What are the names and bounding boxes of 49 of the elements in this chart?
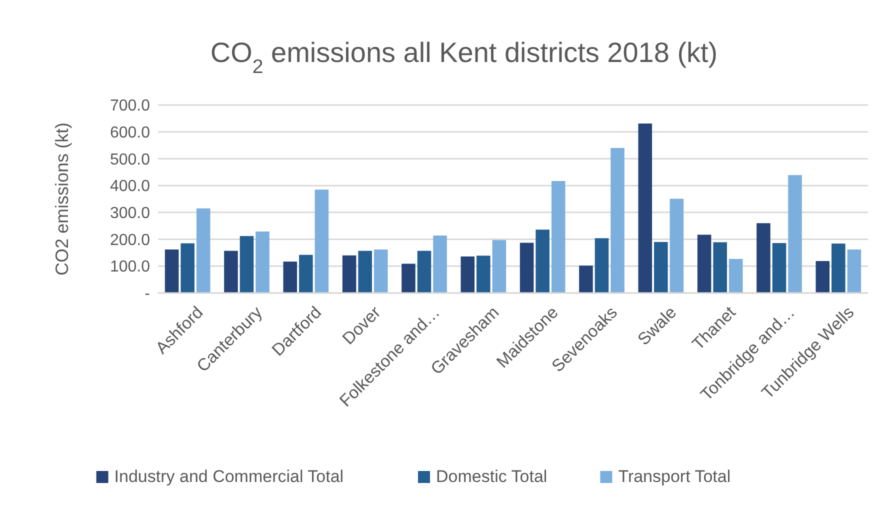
bar [240,236,254,293]
y-tick-label: 700.0 [110,98,150,115]
bar [417,250,432,293]
bar [772,243,786,293]
y-tick-label: 400.0 [110,178,150,196]
bar [492,240,506,293]
bar [610,148,624,293]
bar [256,231,270,293]
bar [697,234,712,293]
bar [847,249,862,293]
bar [654,242,668,293]
y-axis-title: CO2 emissions (kt) [52,122,72,276]
bar [551,181,566,293]
bar [713,242,727,293]
bar [164,249,179,293]
bar [520,242,534,293]
legend-label: Industry and Commercial Total [114,467,344,486]
bar [180,243,194,293]
y-tick-label: 600.0 [110,124,150,142]
bar [728,258,743,293]
legend-label: Transport Total [618,467,731,486]
y-tick-label: 500.0 [110,151,150,168]
bar [224,250,238,293]
y-tick-label: 100.0 [110,258,150,276]
bar [299,254,313,293]
bar [670,198,684,293]
bar [788,175,802,293]
bar [358,250,372,293]
bar [314,190,329,293]
bar [402,264,416,293]
bar [196,208,210,293]
chart-title: CO$_{2}$ emissions all Kent districts 2018 (kt) [210,37,718,78]
bar [579,266,593,293]
bar [476,256,490,293]
bar [832,244,846,293]
bar [756,223,770,293]
bar [638,124,652,293]
bar [283,262,298,293]
y-tick-label: 200.0 [110,232,150,249]
bar [460,256,475,293]
y-tick-label: 300.0 [110,205,150,222]
bar [374,249,388,293]
legend-label: Domestic Total [436,467,548,486]
y-tick-label: - [144,286,150,303]
bar [816,261,830,293]
bar [433,236,447,293]
bar [536,230,550,293]
bar [342,255,356,293]
bar [594,238,609,293]
